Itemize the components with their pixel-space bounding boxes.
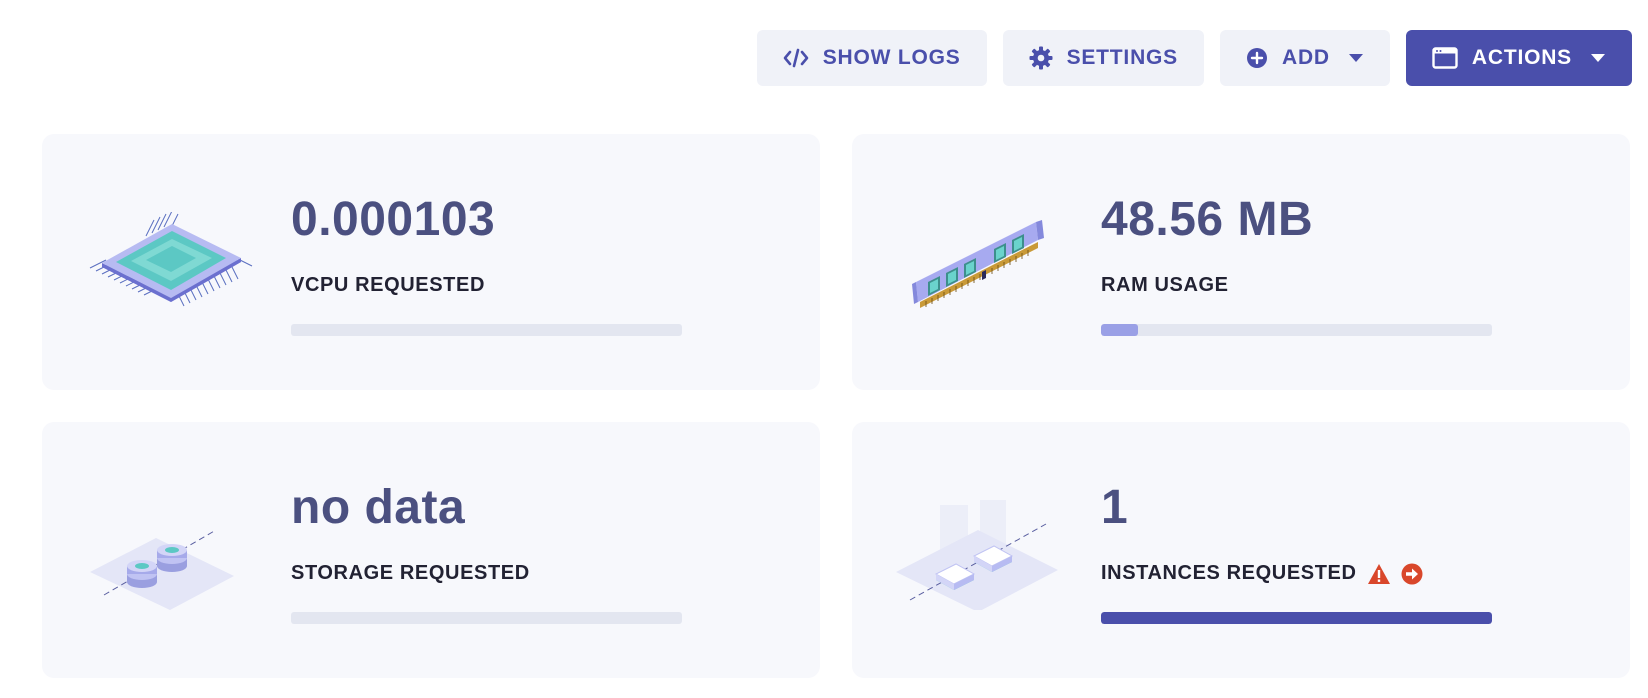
ram-label-text: RAM USAGE <box>1101 274 1229 296</box>
instances-illustration <box>896 500 1058 610</box>
chevron-down-icon <box>1348 53 1364 63</box>
ram-progress-fill <box>1101 324 1139 336</box>
storage-value: no data <box>291 481 466 534</box>
show-logs-button[interactable]: SHOW LOGS <box>756 30 987 86</box>
ram-card: 48.56 MB RAM USAGE <box>852 134 1630 390</box>
storage-progress-bar <box>291 612 682 624</box>
arrow-right-circle-icon[interactable] <box>1401 563 1423 585</box>
add-button[interactable]: ADD <box>1219 30 1390 86</box>
ram-progress-bar <box>1101 324 1492 336</box>
instances-progress-fill <box>1101 612 1492 624</box>
cpu-chip-illustration <box>89 212 253 307</box>
plus-circle-icon <box>1246 47 1268 69</box>
gear-icon <box>1029 46 1053 70</box>
metrics-grid: 0.000103 VCPU REQUESTED <box>42 134 1630 678</box>
vcpu-label: VCPU REQUESTED <box>291 274 485 297</box>
chevron-down-icon <box>1590 53 1606 63</box>
storage-label: STORAGE REQUESTED <box>291 562 530 585</box>
window-icon <box>1432 47 1458 69</box>
vcpu-progress-bar <box>291 324 682 336</box>
instances-card: 1 INSTANCES REQUESTED <box>852 422 1630 678</box>
vcpu-value: 0.000103 <box>291 193 496 246</box>
vcpu-card: 0.000103 VCPU REQUESTED <box>42 134 820 390</box>
ram-label: RAM USAGE <box>1101 274 1229 297</box>
storage-disks-illustration <box>90 529 234 610</box>
instances-progress-bar <box>1101 612 1492 624</box>
warning-icon <box>1367 563 1391 585</box>
instances-value: 1 <box>1101 481 1129 534</box>
vcpu-label-text: VCPU REQUESTED <box>291 274 485 296</box>
storage-label-text: STORAGE REQUESTED <box>291 562 530 584</box>
toolbar: SHOW LOGS SETTINGS ADD ACTIONS <box>756 30 1632 86</box>
actions-button[interactable]: ACTIONS <box>1405 30 1632 86</box>
storage-card: no data STORAGE REQUESTED <box>42 422 820 678</box>
ram-module-illustration <box>912 220 1044 308</box>
code-icon <box>783 47 809 69</box>
actions-label: ACTIONS <box>1471 46 1572 69</box>
instances-label: INSTANCES REQUESTED <box>1101 562 1423 585</box>
show-logs-label: SHOW LOGS <box>822 46 961 69</box>
settings-button[interactable]: SETTINGS <box>1002 30 1204 86</box>
instances-label-text: INSTANCES REQUESTED <box>1101 562 1357 584</box>
settings-label: SETTINGS <box>1066 46 1178 69</box>
add-label: ADD <box>1281 46 1330 69</box>
ram-value: 48.56 MB <box>1101 193 1314 246</box>
